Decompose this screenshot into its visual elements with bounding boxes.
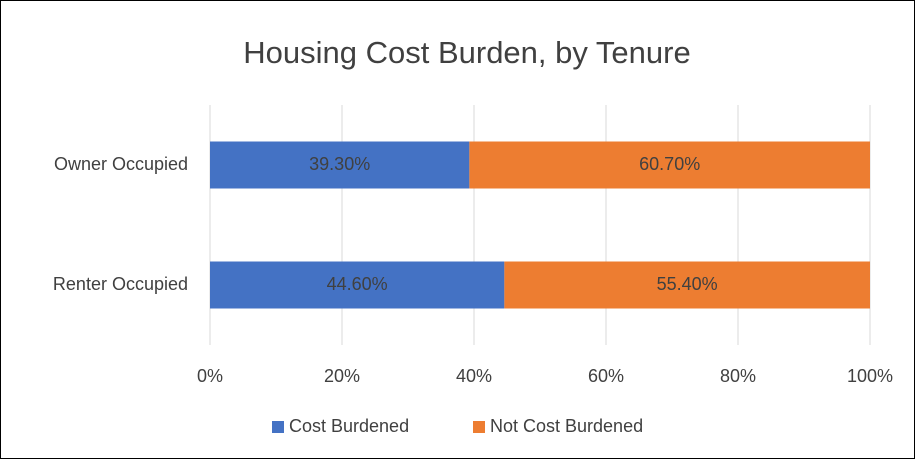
legend-swatch	[272, 421, 284, 433]
x-tick-label: 80%	[720, 366, 756, 386]
y-tick-label: Owner Occupied	[54, 154, 188, 174]
data-label: 60.70%	[639, 154, 700, 174]
x-tick-label: 60%	[588, 366, 624, 386]
bar	[210, 261, 505, 309]
x-tick-label: 40%	[456, 366, 492, 386]
x-tick-label: 100%	[847, 366, 893, 386]
x-tick-label: 20%	[324, 366, 360, 386]
bar	[469, 141, 870, 189]
chart-title: Housing Cost Burden, by Tenure	[243, 35, 690, 70]
legend-label: Not Cost Burdened	[490, 416, 643, 436]
data-label: 39.30%	[309, 154, 370, 174]
legend-label: Cost Burdened	[289, 416, 409, 436]
y-tick-label: Renter Occupied	[53, 274, 188, 294]
data-label: 44.60%	[327, 274, 388, 294]
bar	[210, 141, 470, 189]
data-label: 55.40%	[657, 274, 718, 294]
bar	[504, 261, 870, 309]
legend-swatch	[473, 421, 485, 433]
x-tick-label: 0%	[197, 366, 223, 386]
